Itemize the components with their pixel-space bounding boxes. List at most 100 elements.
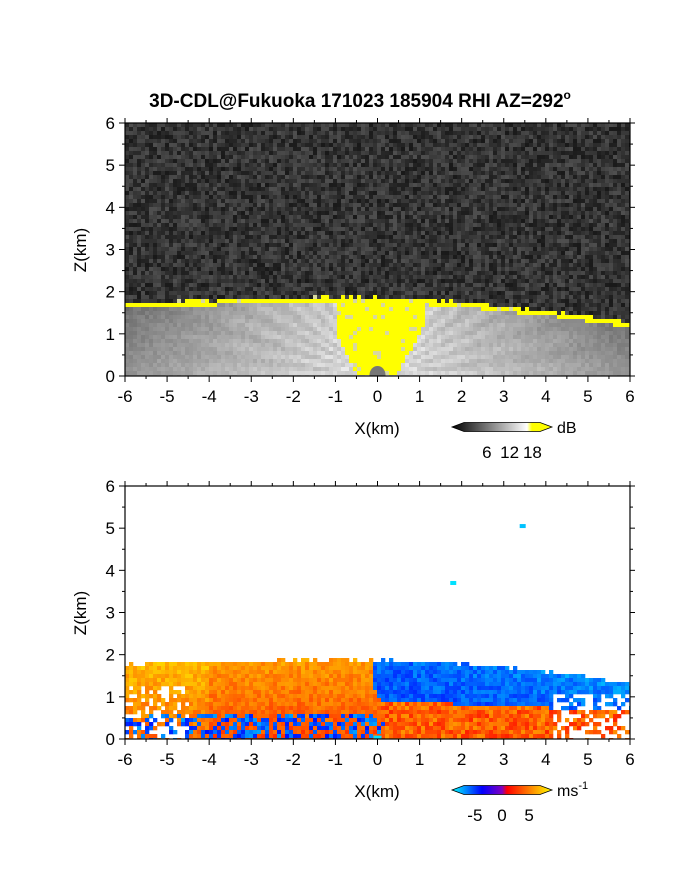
intensity-cell — [537, 247, 542, 252]
intensity-cell — [205, 279, 210, 284]
intensity-cell — [433, 243, 438, 248]
intensity-cell — [369, 167, 374, 172]
intensity-cell — [177, 183, 182, 188]
intensity-cell — [393, 123, 398, 128]
intensity-cell — [281, 175, 286, 180]
intensity-cell — [421, 123, 426, 128]
intensity-cell — [497, 271, 502, 276]
intensity-cell — [401, 199, 406, 204]
intensity-cell — [549, 239, 554, 244]
intensity-cell — [577, 199, 582, 204]
intensity-cell — [241, 275, 246, 280]
intensity-cell — [325, 183, 330, 188]
intensity-cell — [129, 171, 134, 176]
intensity-cell — [345, 167, 350, 172]
intensity-cell — [585, 267, 590, 272]
intensity-cell — [453, 147, 458, 152]
intensity-cell — [489, 267, 494, 272]
intensity-cell — [553, 207, 558, 212]
intensity-cell — [569, 183, 574, 188]
intensity-cell — [325, 263, 330, 268]
intensity-cell — [509, 155, 514, 160]
intensity-cell — [453, 131, 458, 136]
intensity-cell — [161, 223, 166, 228]
intensity-cell — [321, 211, 326, 216]
intensity-cell — [453, 251, 458, 256]
intensity-cell — [161, 127, 166, 132]
intensity-cell — [321, 231, 326, 236]
intensity-cell — [609, 267, 614, 272]
intensity-cell — [157, 127, 162, 132]
intensity-cell — [481, 127, 486, 132]
intensity-cell — [573, 127, 578, 132]
intensity-cell — [273, 215, 278, 220]
intensity-cell — [201, 215, 206, 220]
intensity-cell — [493, 151, 498, 156]
intensity-cell — [369, 211, 374, 216]
intensity-cell — [157, 275, 162, 280]
intensity-cell — [477, 187, 482, 192]
intensity-cell — [309, 239, 314, 244]
intensity-cell — [449, 147, 454, 152]
intensity-cell — [249, 163, 254, 168]
intensity-cell — [541, 203, 546, 208]
intensity-cell — [461, 219, 466, 224]
intensity-cell — [433, 275, 438, 280]
intensity-cell — [521, 271, 526, 276]
intensity-cell — [301, 235, 306, 240]
intensity-cell — [341, 143, 346, 148]
intensity-cell — [233, 207, 238, 212]
intensity-cell — [625, 219, 630, 224]
intensity-cell — [509, 175, 514, 180]
intensity-cell — [393, 155, 398, 160]
intensity-cell — [529, 235, 534, 240]
intensity-cell — [533, 211, 538, 216]
intensity-cell — [489, 143, 494, 148]
intensity-cell — [561, 211, 566, 216]
intensity-cell — [621, 159, 626, 164]
intensity-cell — [229, 127, 234, 132]
intensity-cell — [569, 231, 574, 236]
intensity-cell — [185, 183, 190, 188]
intensity-cell — [453, 191, 458, 196]
intensity-cell — [129, 255, 134, 260]
intensity-cell — [357, 123, 362, 128]
intensity-cell — [205, 139, 210, 144]
intensity-cell — [149, 211, 154, 216]
intensity-cell — [473, 135, 478, 140]
intensity-cell — [481, 255, 486, 260]
intensity-cell — [313, 127, 318, 132]
intensity-cell — [481, 215, 486, 220]
intensity-cell — [429, 195, 434, 200]
intensity-cell — [221, 147, 226, 152]
intensity-cell — [265, 231, 270, 236]
intensity-cell — [345, 155, 350, 160]
intensity-cell — [461, 259, 466, 264]
intensity-cell — [481, 251, 486, 256]
intensity-cell — [145, 231, 150, 236]
intensity-cell — [245, 219, 250, 224]
intensity-cell — [305, 227, 310, 232]
intensity-cell — [317, 215, 322, 220]
intensity-cell — [489, 223, 494, 228]
intensity-cell — [409, 219, 414, 224]
intensity-cell — [329, 271, 334, 276]
intensity-cell — [537, 195, 542, 200]
intensity-cell — [305, 215, 310, 220]
intensity-cell — [521, 207, 526, 212]
intensity-cell — [477, 247, 482, 252]
intensity-cell — [497, 143, 502, 148]
intensity-cell — [353, 267, 358, 272]
intensity-cell — [625, 251, 630, 256]
intensity-cell — [373, 183, 378, 188]
intensity-cell — [433, 183, 438, 188]
intensity-cell — [341, 239, 346, 244]
intensity-cell — [257, 211, 262, 216]
intensity-cell — [413, 159, 418, 164]
intensity-cell — [417, 175, 422, 180]
intensity-cell — [417, 151, 422, 156]
intensity-cell — [361, 195, 366, 200]
intensity-cell — [201, 195, 206, 200]
intensity-cell — [477, 143, 482, 148]
intensity-cell — [521, 131, 526, 136]
